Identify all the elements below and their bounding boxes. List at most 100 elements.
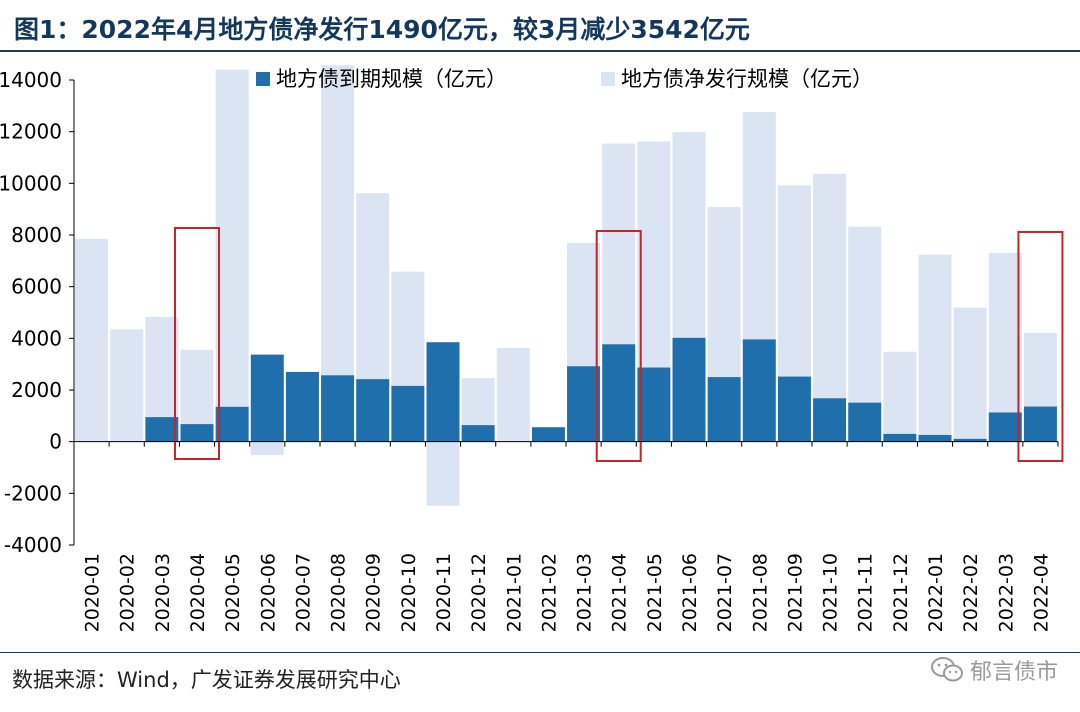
wechat-icon [930, 657, 963, 682]
bar-net-issuance [496, 347, 530, 442]
y-tick-label: 12000 [0, 120, 62, 144]
x-tick-label: 2021-10 [820, 553, 842, 632]
bar-maturity [180, 424, 214, 442]
highlight-boxes-group [174, 227, 1064, 462]
bar-net-issuance [953, 307, 987, 439]
bar-maturity [356, 379, 390, 442]
bar-net-issuance [215, 69, 249, 407]
bar-net-issuance [848, 226, 882, 403]
chart-title: 图1：2022年4月地方债净发行1490亿元，较3月减少3542亿元 [14, 15, 750, 44]
bar-net-issuance [988, 252, 1022, 413]
legend-group: 地方债到期规模（亿元） 地方债净发行规模（亿元） [256, 67, 873, 91]
bar-net-issuance [567, 243, 601, 367]
bar-net-issuance [883, 351, 917, 434]
legend-swatch-net-issuance [601, 72, 615, 86]
bar-net-issuance [180, 349, 214, 425]
bar-maturity [321, 375, 355, 442]
y-tick-label: 0 [49, 430, 62, 454]
x-tick-label: 2021-06 [679, 553, 701, 632]
x-tick-label: 2021-09 [784, 553, 806, 632]
x-tick-label: 2020-05 [222, 553, 244, 632]
bar-maturity [883, 433, 917, 442]
x-tick-label: 2022-03 [995, 553, 1017, 632]
bar-maturity [953, 438, 987, 442]
x-tick-label: 2020-01 [82, 553, 104, 632]
bar-maturity [672, 337, 706, 442]
bar-chart: -4000 -2000 0 2000 4000 6000 8000 10000 12000 140… [0, 65, 1064, 632]
x-tick-label: 2021-01 [503, 553, 525, 632]
bar-maturity [637, 367, 671, 442]
y-tick-label: 10000 [0, 171, 62, 195]
bar-maturity [461, 425, 495, 442]
x-tick-label: 2020-09 [363, 553, 385, 632]
y-tick-label: 8000 [11, 223, 62, 247]
highlight-box-2021-04 [595, 230, 642, 462]
x-tick-label: 2020-04 [187, 553, 209, 632]
x-tick-label: 2020-06 [257, 553, 279, 632]
x-tick-label: 2021-03 [574, 553, 596, 632]
x-tick-label: 2021-12 [890, 553, 912, 632]
x-tick-label: 2020-03 [152, 553, 174, 632]
y-tick-label: 6000 [11, 275, 62, 299]
bar-net-issuance [110, 329, 144, 442]
x-tick-label: 2021-04 [609, 553, 631, 632]
footer-divider [0, 652, 1080, 653]
x-tick-label: 2022-04 [1030, 553, 1052, 632]
watermark-text: 郁言债市 [969, 660, 1058, 685]
bar-maturity [426, 342, 460, 442]
x-tick-label: 2020-10 [398, 553, 420, 632]
x-tick-label: 2021-11 [855, 553, 877, 632]
x-tick-label: 2022-02 [960, 553, 982, 632]
bar-net-issuance [707, 207, 741, 378]
bar-net-issuance [672, 132, 706, 338]
bar-net-issuance [461, 378, 495, 426]
bar-maturity [285, 371, 319, 442]
bar-maturity [567, 366, 601, 442]
bar-maturity [918, 434, 952, 442]
bar-maturity [531, 427, 565, 442]
bar-net-issuance [356, 193, 390, 380]
x-tick-label: 2020-12 [468, 553, 490, 632]
bar-net-issuance [742, 112, 776, 340]
highlight-box-2020-04 [174, 227, 220, 460]
bar-net-issuance [145, 316, 179, 418]
bar-maturity [707, 377, 741, 442]
x-tick-label: 2020-07 [292, 553, 314, 632]
bar-maturity [848, 402, 882, 442]
x-axis-group: 2020-01 2020-02 2020-03 2020-04 2020-05 2020-… [73, 441, 1059, 632]
bar-net-issuance [813, 173, 847, 399]
bar-net-issuance [426, 441, 460, 506]
y-axis-group: -4000 -2000 0 2000 4000 6000 8000 10000 12000 140… [0, 68, 75, 557]
bar-maturity [145, 417, 179, 442]
bar-maturity [602, 344, 636, 442]
watermark: 郁言债市 [930, 654, 1058, 686]
y-tick-label: -4000 [4, 533, 62, 557]
x-tick-label: 2021-07 [714, 553, 736, 632]
bars-group [75, 65, 1057, 506]
bar-maturity [250, 354, 284, 442]
title-divider [0, 50, 1080, 52]
bar-net-issuance [777, 185, 811, 377]
legend-swatch-maturity [256, 72, 270, 86]
bar-net-issuance [1023, 332, 1057, 407]
data-source-note: 数据来源：Wind，广发证券发展研究中心 [12, 668, 401, 692]
x-tick-label: 2021-08 [749, 553, 771, 632]
x-tick-label: 2020-08 [328, 553, 350, 632]
legend-label-maturity: 地方债到期规模（亿元） [276, 67, 507, 91]
bar-maturity [813, 398, 847, 442]
x-tick-label: 2020-11 [433, 553, 455, 632]
bar-net-issuance [391, 271, 425, 386]
x-tick-label: 2021-05 [644, 553, 666, 632]
x-tick-label: 2020-02 [117, 553, 139, 632]
highlight-box-2022-04 [1017, 231, 1064, 462]
bar-net-issuance [321, 65, 355, 376]
bar-maturity [988, 412, 1022, 442]
legend-label-net-issuance: 地方债净发行规模（亿元） [621, 67, 873, 91]
bar-maturity [391, 385, 425, 442]
bar-maturity [742, 339, 776, 442]
bar-net-issuance [250, 441, 284, 456]
bar-net-issuance [918, 254, 952, 435]
y-tick-label: -2000 [4, 481, 62, 505]
bar-maturity [777, 376, 811, 442]
bar-net-issuance [637, 141, 671, 368]
